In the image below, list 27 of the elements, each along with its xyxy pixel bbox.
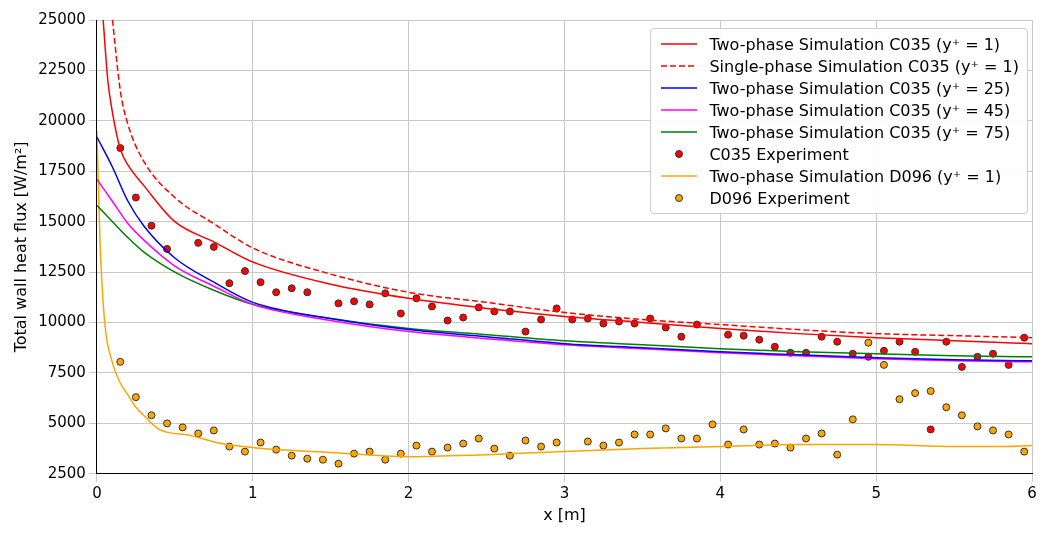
y-tick-label: 25000 bbox=[38, 9, 86, 28]
x-tick-label: 5 bbox=[871, 483, 881, 502]
legend-label: Two-phase Simulation C035 (y⁺ = 45) bbox=[709, 100, 1011, 120]
legend-label: D096 Experiment bbox=[709, 188, 850, 208]
y-tick-label: 22500 bbox=[38, 60, 86, 79]
y-tick-label: 17500 bbox=[38, 161, 86, 180]
y-axis-title: Total wall heat flux [W/m²] bbox=[10, 141, 30, 354]
x-tick-label: 1 bbox=[247, 483, 258, 502]
y-tick-label: 5000 bbox=[47, 413, 86, 432]
x-tick-label: 4 bbox=[715, 483, 726, 502]
x-tick-label: 2 bbox=[403, 483, 414, 502]
legend-label: Two-phase Simulation C035 (y⁺ = 25) bbox=[709, 78, 1011, 98]
legend-label: Two-phase Simulation C035 (y⁺ = 75) bbox=[709, 122, 1011, 142]
x-axis-title: x [m] bbox=[543, 504, 586, 524]
legend-label: Two-phase Simulation C035 (y⁺ = 1) bbox=[709, 34, 1001, 54]
x-tick-label: 0 bbox=[92, 483, 102, 502]
legend-label: Single-phase Simulation C035 (y⁺ = 1) bbox=[709, 56, 1019, 76]
y-tick-label: 15000 bbox=[38, 211, 86, 230]
y-tick-label: 2500 bbox=[47, 463, 86, 482]
y-tick-label: 12500 bbox=[38, 262, 86, 280]
legend-label: Two-phase Simulation D096 (y⁺ = 1) bbox=[709, 166, 1002, 186]
y-tick-label: 7500 bbox=[47, 362, 86, 381]
y-tick-label: 20000 bbox=[38, 110, 86, 129]
x-tick-label: 6 bbox=[1027, 483, 1037, 502]
y-tick-label: 10000 bbox=[38, 312, 86, 331]
legend-label: C035 Experiment bbox=[709, 144, 849, 164]
x-tick-label: 3 bbox=[559, 483, 570, 502]
